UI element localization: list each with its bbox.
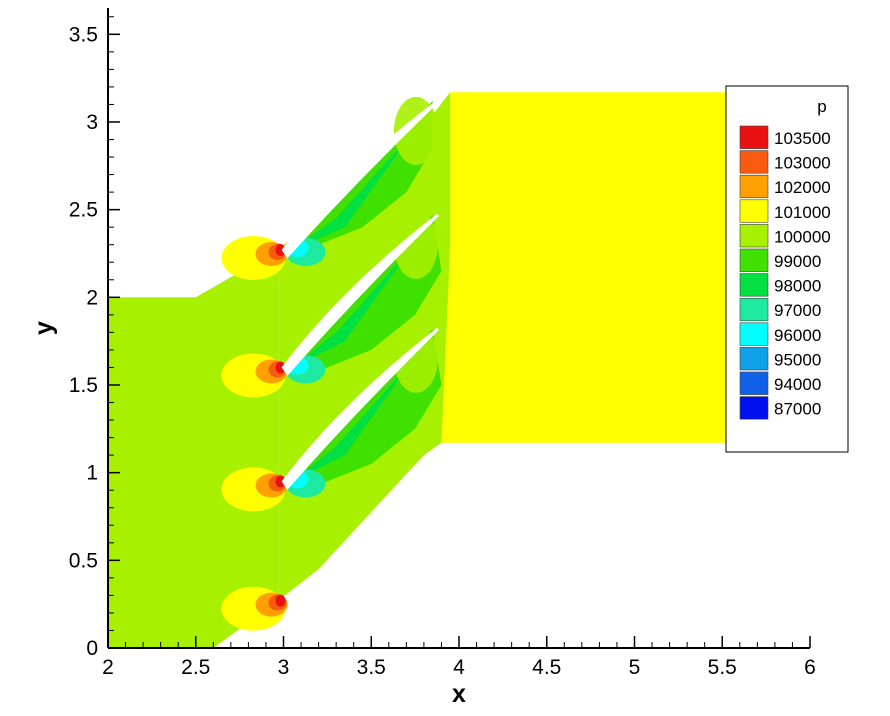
blade-2 — [281, 213, 439, 376]
inlet-region — [108, 250, 279, 648]
blade-1 — [281, 327, 439, 490]
legend-item: 98000 — [739, 273, 821, 297]
legend-swatch — [739, 199, 769, 223]
legend-item: 102000 — [739, 174, 831, 199]
legend-swatch — [739, 273, 769, 297]
legend-label: 97000 — [774, 301, 821, 320]
legend-label: 96000 — [774, 326, 821, 345]
legend-swatch — [739, 174, 769, 199]
outlet-region — [388, 92, 731, 443]
legend-swatch — [739, 396, 769, 420]
legend-swatch — [739, 371, 769, 395]
legend-swatch — [739, 347, 769, 371]
y-tick-label: 1 — [86, 462, 98, 485]
legend-item: 87000 — [739, 396, 821, 420]
y-tick-label: 2 — [86, 286, 98, 309]
legend-item: 100000 — [739, 224, 831, 248]
x-tick-label: 4.5 — [532, 656, 561, 679]
blades — [281, 99, 439, 490]
y-tick-label: 1.5 — [69, 374, 98, 397]
y-tick-label: 0 — [86, 637, 98, 660]
stagnation-core — [275, 475, 286, 488]
axes: 2 2.5 3 3.5 4 4.5 5 5.5 6 0 0.5 1 1.5 2 2.5 3 3.5 x y — [30, 8, 816, 708]
stagnation-core — [275, 361, 286, 374]
legend-title: p — [817, 97, 826, 116]
x-tick-label: 5.5 — [708, 656, 737, 679]
legend-swatch — [739, 224, 769, 248]
y-ticks: 0 0.5 1 1.5 2 2.5 3 3.5 — [69, 16, 120, 660]
x-tick-label: 6 — [804, 656, 816, 679]
legend-label: 100000 — [774, 227, 831, 246]
x-tick-label: 3 — [278, 656, 290, 679]
x-tick-label: 3.5 — [357, 656, 386, 679]
x-ticks: 2 2.5 3 3.5 4 4.5 5 5.5 6 — [102, 636, 816, 679]
legend-label: 87000 — [774, 400, 821, 419]
stagnation-core — [275, 243, 286, 256]
legend-item: 97000 — [739, 297, 821, 322]
y-tick-label: 0.5 — [69, 549, 98, 572]
y-axis-title: y — [30, 321, 58, 335]
legend: p 103500 103000 102000 101000 100000 99000 980… — [725, 85, 849, 453]
legend-item: 99000 — [739, 248, 821, 272]
y-tick-label: 3.5 — [69, 23, 98, 46]
legend-label: 101000 — [774, 203, 831, 222]
legend-label: 99000 — [774, 252, 821, 271]
stagnation-core — [275, 594, 286, 607]
x-tick-label: 2.5 — [181, 656, 210, 679]
legend-label: 103500 — [774, 129, 831, 148]
y-tick-label: 2.5 — [69, 199, 98, 222]
legend-item: 96000 — [739, 322, 821, 346]
legend-swatch — [739, 297, 769, 322]
legend-item: 101000 — [739, 199, 831, 223]
legend-item: 103500 — [739, 125, 831, 149]
x-tick-label: 2 — [102, 656, 114, 679]
legend-swatch — [739, 248, 769, 272]
legend-swatch — [739, 125, 769, 149]
trailing-wake — [393, 96, 438, 165]
legend-label: 98000 — [774, 277, 821, 296]
x-tick-label: 4 — [453, 656, 465, 679]
x-axis-title: x — [452, 680, 466, 708]
y-tick-label: 3 — [86, 111, 98, 134]
legend-swatch — [739, 322, 769, 346]
legend-label: 94000 — [774, 375, 821, 394]
legend-label: 95000 — [774, 350, 821, 369]
legend-items: 103500 103000 102000 101000 100000 99000 98000… — [739, 125, 831, 420]
legend-label: 103000 — [774, 154, 831, 173]
legend-item: 94000 — [739, 371, 821, 395]
legend-swatch — [739, 150, 769, 174]
legend-item: 95000 — [739, 347, 821, 371]
x-tick-label: 5 — [629, 656, 641, 679]
blade-3 — [281, 99, 439, 259]
flow-field — [108, 92, 731, 648]
legend-label: 102000 — [774, 178, 831, 197]
legend-item: 103000 — [739, 150, 831, 174]
